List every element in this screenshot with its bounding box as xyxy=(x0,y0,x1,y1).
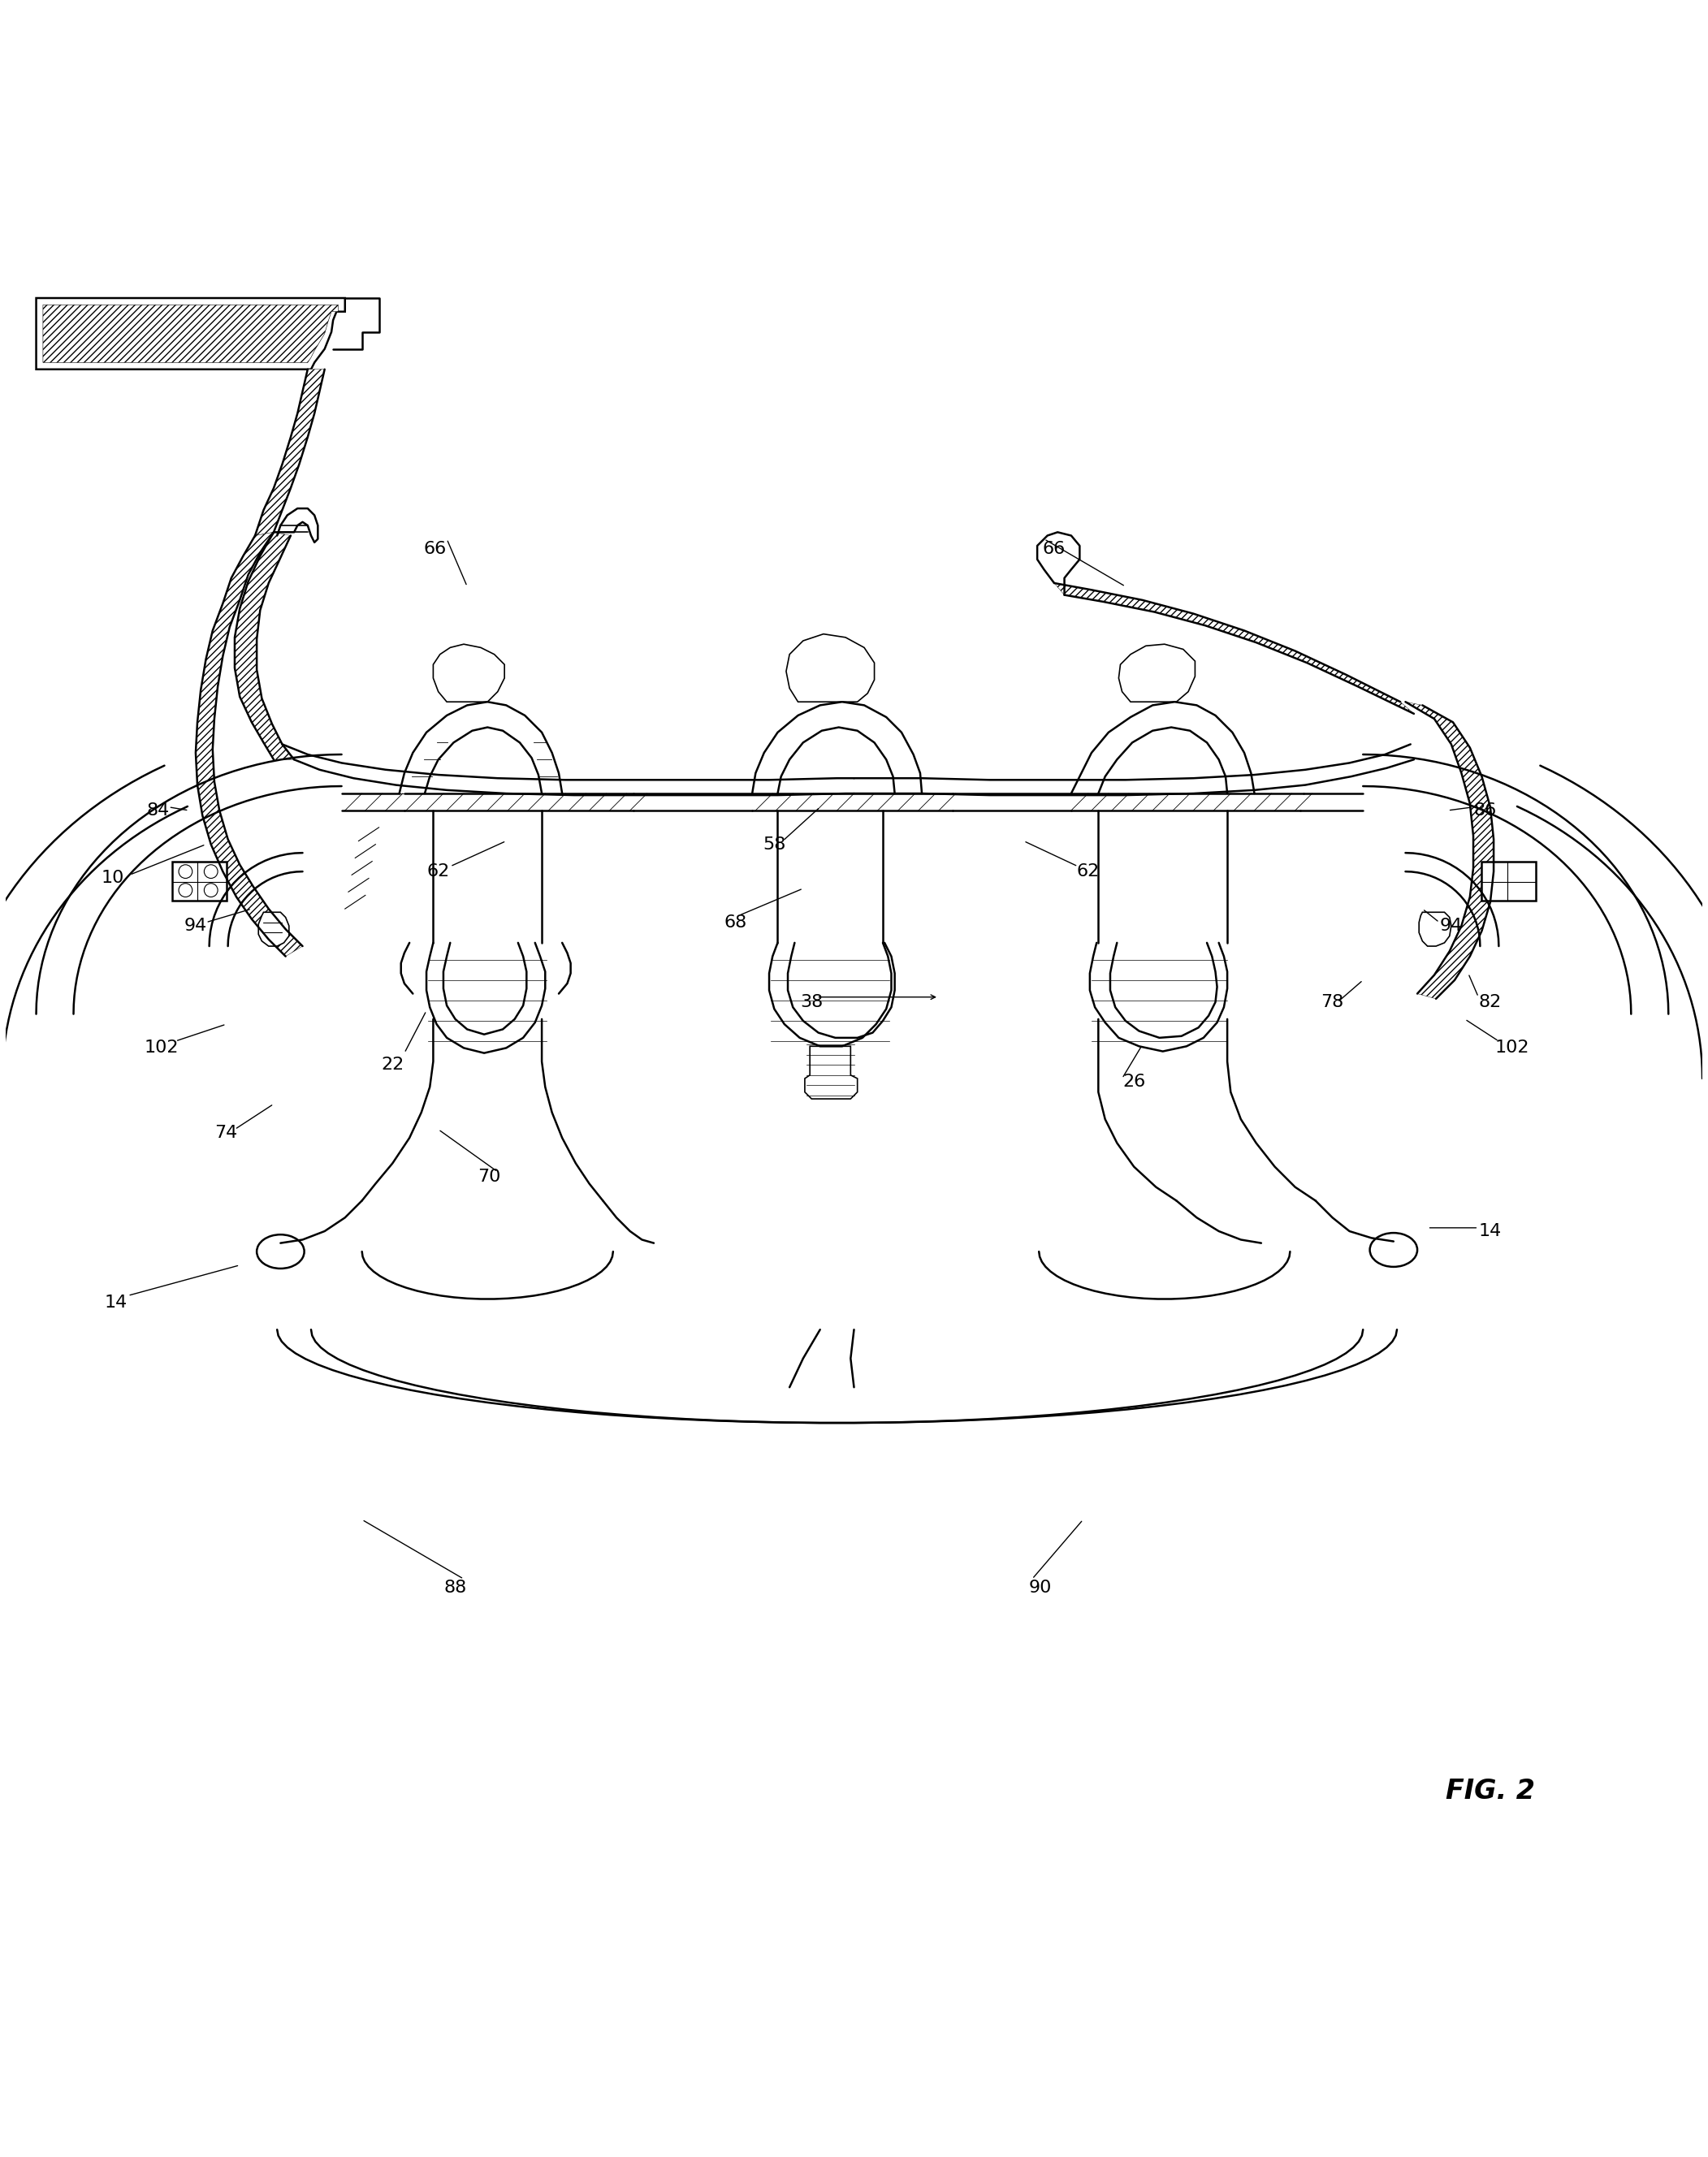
Text: 88: 88 xyxy=(444,1579,466,1596)
Text: 62: 62 xyxy=(1076,863,1100,880)
Text: 10: 10 xyxy=(101,869,125,887)
Text: 22: 22 xyxy=(381,1057,405,1072)
Polygon shape xyxy=(434,645,504,701)
Text: 26: 26 xyxy=(1122,1074,1146,1089)
Text: 66: 66 xyxy=(424,541,446,557)
Text: 38: 38 xyxy=(799,994,823,1009)
Polygon shape xyxy=(786,634,874,701)
Text: 94: 94 xyxy=(184,917,207,934)
Text: 94: 94 xyxy=(1440,917,1462,934)
Polygon shape xyxy=(1483,861,1535,899)
Text: 70: 70 xyxy=(478,1169,500,1184)
Text: 58: 58 xyxy=(763,837,786,852)
Text: 102: 102 xyxy=(145,1040,179,1057)
Text: 102: 102 xyxy=(1494,1040,1530,1057)
Text: 86: 86 xyxy=(1474,802,1496,818)
Text: 78: 78 xyxy=(1320,994,1344,1009)
Polygon shape xyxy=(36,298,345,369)
Polygon shape xyxy=(258,912,289,947)
Text: FIG. 2: FIG. 2 xyxy=(1445,1777,1535,1805)
Polygon shape xyxy=(196,533,302,956)
Text: 62: 62 xyxy=(427,863,449,880)
Polygon shape xyxy=(173,861,225,899)
Polygon shape xyxy=(1119,645,1196,701)
Polygon shape xyxy=(234,533,294,759)
Text: 66: 66 xyxy=(1044,541,1066,557)
Text: 82: 82 xyxy=(1479,994,1501,1009)
Text: 74: 74 xyxy=(215,1124,237,1141)
Polygon shape xyxy=(1406,701,1494,999)
Text: 84: 84 xyxy=(147,802,169,818)
Text: 68: 68 xyxy=(724,915,746,930)
Text: 90: 90 xyxy=(1030,1579,1052,1596)
Polygon shape xyxy=(804,1046,857,1098)
Polygon shape xyxy=(43,304,338,362)
Text: 14: 14 xyxy=(1479,1223,1501,1240)
Polygon shape xyxy=(254,369,325,535)
Polygon shape xyxy=(1419,912,1452,947)
Polygon shape xyxy=(1054,582,1414,714)
Text: 14: 14 xyxy=(104,1294,128,1311)
